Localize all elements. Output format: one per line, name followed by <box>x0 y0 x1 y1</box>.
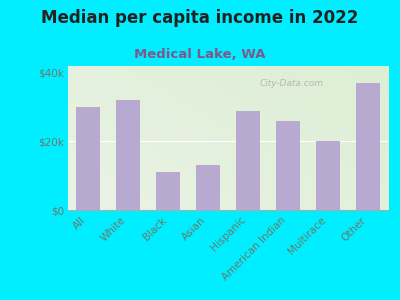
Bar <box>116 100 140 210</box>
Text: City-Data.com: City-Data.com <box>260 79 324 88</box>
Bar <box>196 165 220 210</box>
Bar <box>316 141 340 210</box>
Bar <box>276 121 300 210</box>
Text: Median per capita income in 2022: Median per capita income in 2022 <box>41 9 359 27</box>
Bar <box>236 111 260 210</box>
Bar <box>356 83 380 210</box>
Bar <box>76 107 100 210</box>
Bar <box>156 172 180 210</box>
Text: Medical Lake, WA: Medical Lake, WA <box>134 48 266 61</box>
